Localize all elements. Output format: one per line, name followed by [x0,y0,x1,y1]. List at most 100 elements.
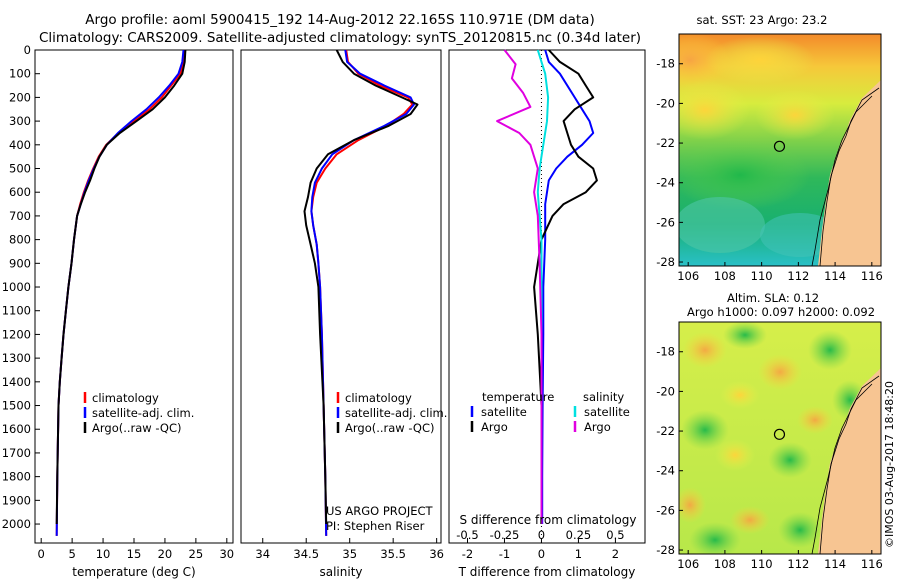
legend-label: satellite-adj. clim. [92,406,194,420]
temperature-x-axis: 0 5 10 15 20 25 30 [38,538,234,561]
temperature-line-argo [55,49,187,525]
depth-tick-label: 1600 [2,422,31,436]
map-lat-tick-label: -18 [656,345,675,359]
difference-series [496,49,598,524]
difference-panel: -2 -1 0 1 2 -0.5 -0.25 0 0.25 0.5 temperature sal… [448,49,646,579]
depth-tick-label: 200 [9,90,31,104]
legend-header-salinity: salinity [583,390,624,404]
legend-label: Argo [584,420,611,434]
map-lat-tick-label: -22 [656,136,675,150]
sla-argo-position-marker [773,428,786,440]
salinity-tick-label: 35.5 [380,547,406,561]
depth-tick-label: 800 [9,233,31,247]
map-lat-tick-label: -26 [656,503,675,517]
argo-position-circle [773,428,786,440]
map-lat-tick-label: -20 [656,96,675,110]
map-lat-tick-label: -24 [656,176,675,190]
map-lon-tick-label: 112 [787,557,809,571]
s-difference-tick-label: 0 [538,528,545,542]
salinity-plot-frame [240,49,442,544]
project-credit: US ARGO PROJECT [326,504,434,518]
header-line-2: Climatology: CARS2009. Satellite-adjuste… [39,30,641,46]
temperature-tick-label: 25 [189,547,204,561]
t-difference-tick-label: -1 [499,547,510,561]
map-lon-tick-label: 106 [677,269,699,283]
depth-tick-label: 1000 [2,280,31,294]
sst-map-axes: 106 108 110 112 114 116 -18 -20 -22 -24 -26 -28 [656,57,883,283]
temperature-tick-label: 5 [68,547,75,561]
t-difference-tick-label: -2 [462,547,473,561]
s-satellite-line [536,49,550,524]
s-difference-tick-label: 0.25 [566,528,592,542]
map-lat-tick-label: -26 [656,215,675,229]
difference-plot-frame [448,49,646,544]
legend-label: satellite [584,405,630,419]
map-lon-tick-label: 114 [824,269,846,283]
legend-label: climatology [92,391,159,405]
salinity-line-satellite [310,49,415,536]
temperature-tick-label: 0 [38,547,45,561]
temperature-tick-label: 15 [127,547,142,561]
map-lat-tick-label: -24 [656,464,675,478]
depth-tick-label: 700 [9,209,31,223]
legend-label: Argo [481,420,508,434]
map-lon-tick-label: 108 [714,269,736,283]
sst-map: sat. SST: 23 Argo: 23.2 106 108 110 112 114 1… [656,13,883,283]
s-difference-tick-label: 0.5 [606,528,624,542]
t-argo-line [533,49,598,524]
sst-argo-position-marker [773,140,786,152]
depth-tick-label: 100 [9,67,31,81]
legend-label: Argo(..raw -QC) [92,421,182,435]
salinity-line-argo [303,49,419,525]
map-lon-tick-label: 110 [751,557,773,571]
t-difference-tick-label: 1 [575,547,582,561]
temperature-x-label: temperature (deg C) [72,565,195,579]
map-lon-tick-label: 116 [861,269,883,283]
depth-tick-label: 1500 [2,399,31,413]
sla-map-title-2: Argo h1000: 0.097 h2000: 0.092 [687,305,875,319]
sla-field [679,322,881,554]
sla-map-axes: 106 108 110 112 114 116 -18 -20 -22 -24 -26 -28 [656,345,883,571]
depth-tick-label: 2000 [2,517,31,531]
depth-tick-label: 1200 [2,327,31,341]
map-lon-tick-label: 106 [677,557,699,571]
map-lon-tick-label: 114 [824,557,846,571]
salinity-x-axis: 34 34.5 35 35.5 36 [255,538,444,561]
depth-tick-label: 1100 [2,304,31,318]
temperature-tick-label: 20 [158,547,173,561]
header-line-1: Argo profile: aoml 5900415_192 14-Aug-20… [85,12,594,28]
depth-tick-label: 400 [9,138,31,152]
depth-tick-label: 1900 [2,493,31,507]
map-lon-tick-label: 112 [787,269,809,283]
s-difference-tick-label: -0.5 [456,528,478,542]
depth-tick-label: 1800 [2,470,31,484]
t-difference-tick-label: 0 [538,547,545,561]
map-lon-tick-label: 110 [751,269,773,283]
map-lat-tick-label: -28 [656,255,675,269]
pi-credit: PI: Stephen Riser [326,519,425,533]
salinity-tick-label: 35 [342,547,357,561]
salinity-series [303,49,419,536]
s-difference-label: S difference from climatology [460,513,637,527]
map-lat-tick-label: -22 [656,424,675,438]
sla-map: Altim. SLA: 0.12 Argo h1000: 0.097 h2000… [656,291,883,571]
depth-tick-label: 900 [9,256,31,270]
depth-tick-label: 1300 [2,351,31,365]
salinity-x-label: salinity [319,565,362,579]
depth-tick-label: 600 [9,185,31,199]
depth-tick-label: 500 [9,162,31,176]
sla-map-title-1: Altim. SLA: 0.12 [727,291,819,305]
imos-timestamp: ©IMOS 03-Aug-2017 18:48:20 [883,381,896,548]
map-lon-tick-label: 116 [861,557,883,571]
salinity-tick-label: 34.5 [293,547,319,561]
map-lon-tick-label: 108 [714,557,736,571]
sst-field [679,34,881,266]
temperature-tick-label: 30 [219,547,234,561]
temperature-series [55,49,187,536]
argo-position-circle [773,140,786,152]
s-difference-x-axis: -0.5 -0.25 0 0.25 0.5 [456,528,624,542]
depth-tick-label: 1700 [2,446,31,460]
legend-header-temperature: temperature [482,390,554,404]
legend-label: satellite [481,405,527,419]
